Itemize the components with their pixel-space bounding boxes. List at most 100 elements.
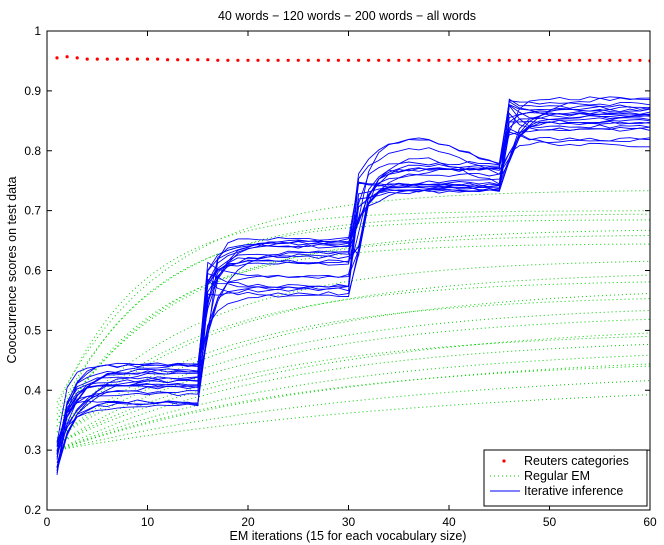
reuters-point (135, 57, 139, 61)
reuters-point (326, 58, 330, 62)
reuters-point (537, 58, 542, 62)
regular-em-line (56, 229, 650, 421)
y-axis-ticks: 0.2 0.3 0.4 0.5 0.6 0.7 0.8 0.9 1 (24, 24, 650, 517)
reuters-point (477, 58, 481, 62)
x-tick-label: 30 (342, 515, 356, 529)
iterative-inference-line (56, 104, 650, 474)
iterative-inference-line (56, 126, 650, 460)
regular-em-line (56, 190, 650, 403)
iterative-inference-line (56, 119, 650, 447)
iterative-inference-line (56, 108, 650, 451)
reuters-point (487, 58, 491, 62)
chart-title: 40 words − 120 words − 200 words − all w… (218, 9, 476, 23)
y-tick-label: 0.4 (24, 383, 41, 397)
reuters-point (156, 57, 160, 61)
reuters-point (125, 57, 129, 61)
regular-em-line (56, 332, 650, 445)
reuters-point (628, 58, 632, 62)
reuters-point (427, 58, 431, 62)
x-tick-label: 0 (44, 515, 51, 529)
regular-em-line (56, 354, 650, 451)
y-tick-label: 1 (34, 24, 41, 38)
x-tick-label: 60 (643, 515, 657, 529)
y-tick-label: 0.8 (24, 144, 41, 158)
reuters-point (517, 58, 522, 62)
legend: Reuters categories Regular EM Iterative … (483, 449, 648, 507)
reuters-point (527, 58, 532, 62)
reuters-point (206, 58, 210, 62)
iterative-inference-line (56, 100, 650, 441)
iterative-inference-line (56, 138, 650, 467)
reuters-point (256, 58, 260, 62)
reuters-point (387, 58, 391, 62)
reuters-point (196, 58, 200, 62)
y-tick-label: 0.2 (24, 503, 41, 517)
reuters-point (216, 58, 220, 62)
reuters-point (266, 58, 270, 62)
reuters-point (638, 58, 642, 62)
reuters-categories-series-group (55, 55, 650, 63)
reuters-point (276, 58, 280, 62)
reuters-point (55, 56, 59, 60)
regular-em-line (56, 243, 650, 427)
legend-label-reuters: Reuters categories (524, 454, 629, 468)
x-axis-ticks: 0 10 20 30 40 50 60 (44, 31, 657, 529)
iterative-inference-line (56, 104, 650, 458)
reuters-point (95, 57, 99, 61)
regular-em-line (56, 394, 650, 451)
reuters-point (65, 55, 69, 59)
reuters-point (367, 58, 371, 62)
reuters-point (296, 58, 300, 62)
legend-label-regular-em: Regular EM (524, 469, 590, 483)
reuters-point (588, 58, 592, 62)
x-axis-title: EM iterations (15 for each vocabulary si… (230, 529, 467, 543)
reuters-point (598, 58, 602, 62)
reuters-point (75, 56, 79, 60)
legend-label-iterative: Iterative inference (524, 484, 623, 498)
reuters-point (578, 58, 582, 62)
regular-em-line (56, 335, 650, 445)
x-tick-label: 20 (241, 515, 255, 529)
regular-em-line (56, 365, 650, 451)
regular-em-line (56, 281, 650, 433)
reuters-point (336, 58, 340, 62)
y-tick-label: 0.7 (24, 204, 41, 218)
iterative-inference-line (56, 121, 650, 452)
reuters-point (115, 57, 119, 61)
iterative-inference-line (56, 106, 650, 468)
reuters-point (236, 58, 240, 62)
iterative-inference-line (56, 104, 650, 455)
reuters-point (306, 58, 310, 62)
y-tick-label: 0.9 (24, 84, 41, 98)
reuters-point (447, 58, 451, 62)
y-tick-label: 0.5 (24, 323, 41, 337)
reuters-point (467, 58, 471, 62)
reuters-point (547, 58, 552, 62)
iterative-inference-line (56, 112, 650, 475)
reuters-point (557, 58, 562, 62)
reuters-point (608, 58, 612, 62)
reuters-point (568, 58, 572, 62)
reuters-point (186, 58, 190, 62)
iterative-inference-line (56, 111, 650, 471)
reuters-point (246, 58, 250, 62)
reuters-point (497, 58, 501, 62)
reuters-point (85, 57, 89, 61)
regular-em-line (56, 380, 650, 451)
iterative-inference-line (56, 131, 650, 468)
x-tick-label: 50 (543, 515, 557, 529)
reuters-point (316, 58, 320, 62)
regular-em-line (56, 298, 650, 439)
x-tick-label: 10 (141, 515, 155, 529)
y-axis-title: Cooccurrence scores on test data (5, 177, 19, 364)
x-tick-label: 40 (442, 515, 456, 529)
reuters-point (166, 58, 170, 62)
y-tick-label: 0.3 (24, 443, 41, 457)
reuters-point (397, 58, 401, 62)
reuters-point (145, 57, 150, 61)
iterative-inference-line (56, 96, 650, 455)
reuters-point (437, 58, 441, 62)
reuters-point (507, 58, 511, 62)
y-tick-label: 0.6 (24, 264, 41, 278)
